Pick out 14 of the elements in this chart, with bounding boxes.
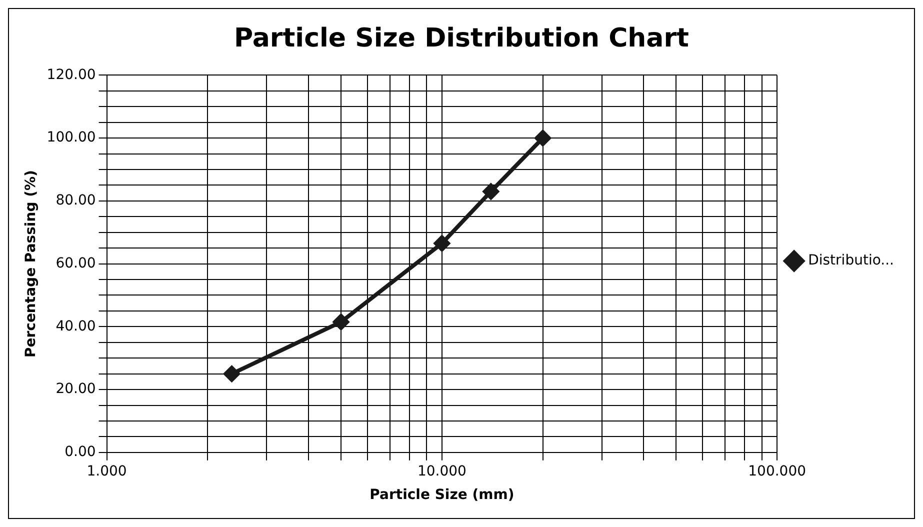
y-tick-label: 20.00 bbox=[56, 381, 96, 398]
y-axis-title: Percentage Passing (%) bbox=[23, 170, 40, 358]
y-tick-label: 120.00 bbox=[46, 66, 96, 83]
x-tick-label: 100.000 bbox=[748, 463, 806, 480]
y-tick-label: 60.00 bbox=[56, 255, 96, 272]
y-tick-label: 40.00 bbox=[56, 318, 96, 334]
x-tick-label: 1.000 bbox=[86, 463, 127, 480]
x-tick-label: 10.000 bbox=[417, 463, 466, 480]
legend-label: Distributio... bbox=[808, 252, 894, 269]
chart-title: Particle Size Distribution Chart bbox=[234, 23, 689, 54]
y-tick-label: 100.00 bbox=[46, 130, 96, 146]
x-axis-title: Particle Size (mm) bbox=[370, 487, 514, 504]
y-tick-label: 80.00 bbox=[56, 192, 96, 209]
y-tick-label: 0.00 bbox=[64, 444, 96, 460]
